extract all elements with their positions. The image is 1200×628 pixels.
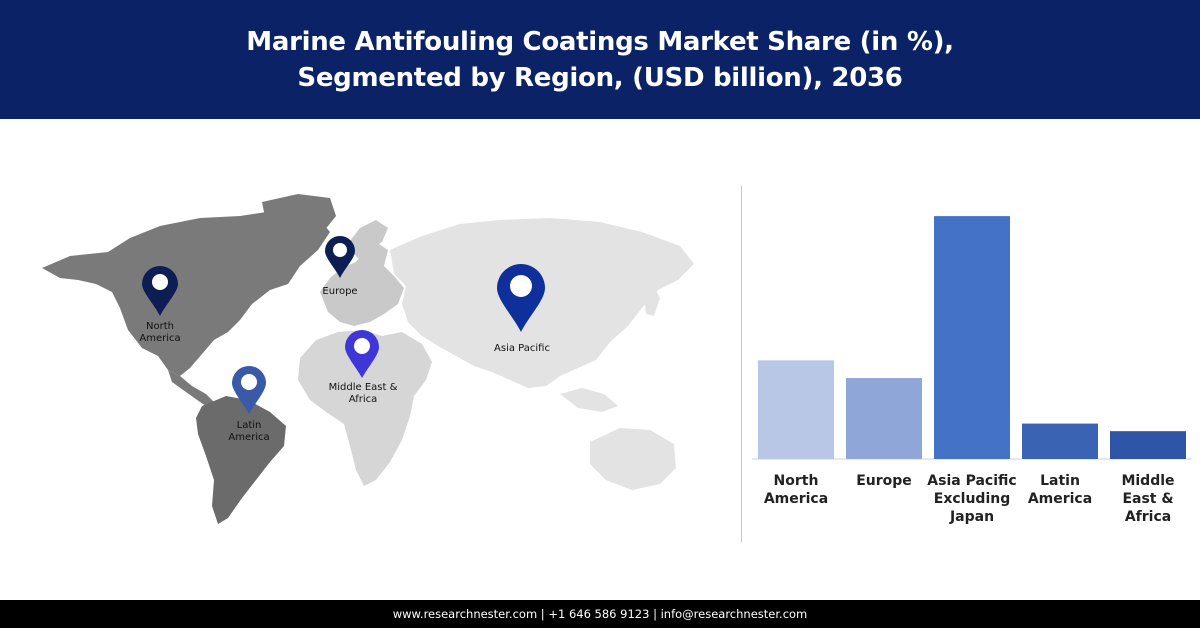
world-map: North America Europe Asia Pacific Middle… [30,180,720,540]
header-banner: Marine Antifouling Coatings Market Share… [0,0,1200,119]
asia-shape [390,218,694,388]
category-label: Middle East & Africa [1121,473,1175,525]
australia-shape [590,428,676,490]
bar-latin-america [1022,423,1098,459]
map-pin-icon-body [142,266,178,316]
pin-europe [325,236,355,278]
title-line-2: Segmented by Region, (USD billion), 2036 [297,62,903,93]
category-label: North America [763,473,829,507]
north-america-shape [42,210,330,376]
bar-chart: North America Europe Asia Pacific Excludin… [752,186,1192,536]
map-pin-icon-hole [241,374,257,390]
bar-asia-pacific-excluding-japan [934,216,1010,459]
map-pin-icon-hole [333,243,347,257]
latin-america-shape [196,396,286,524]
scandinavia-shape [346,220,388,258]
map-pin-icon-hole [354,338,370,354]
world-map-graphic [42,194,694,524]
southeast-asia-shape [560,388,618,412]
pin-asia-pacific [497,264,545,332]
pin-label-north-america: North America [139,321,181,344]
section-divider [741,186,742,542]
bar-north-america [758,360,834,459]
title-line-1: Marine Antifouling Coatings Market Share… [246,26,954,57]
pin-middle-east-africa [345,330,379,378]
pin-label-latin-america: Latin America [228,420,270,443]
map-pin-icon-hole [152,274,168,290]
pin-label-middle-east-africa: Middle East & Africa [328,382,398,405]
category-label: Latin America [1027,473,1093,507]
pin-latin-america [232,366,266,414]
europe-shape [320,242,404,326]
category-label: Europe [856,473,912,489]
pin-north-america [142,266,178,316]
bar-europe [846,378,922,459]
central-america-shape [168,370,216,410]
bar-middle-east-africa [1110,431,1186,459]
greenland-shape [262,194,336,246]
pin-label-europe: Europe [322,286,358,297]
bar-chart-plot [752,216,1192,460]
japan-shape [644,286,660,316]
map-pin-icon-hole [510,275,532,297]
pin-label-asia-pacific: Asia Pacific [494,343,550,354]
category-label: Asia Pacific Excluding Japan [927,473,1017,525]
africa-middle-east-shape [298,330,432,486]
footer-contact: www.researchnester.com | +1 646 586 9123… [0,600,1200,628]
map-pin-icon-body [497,264,545,332]
